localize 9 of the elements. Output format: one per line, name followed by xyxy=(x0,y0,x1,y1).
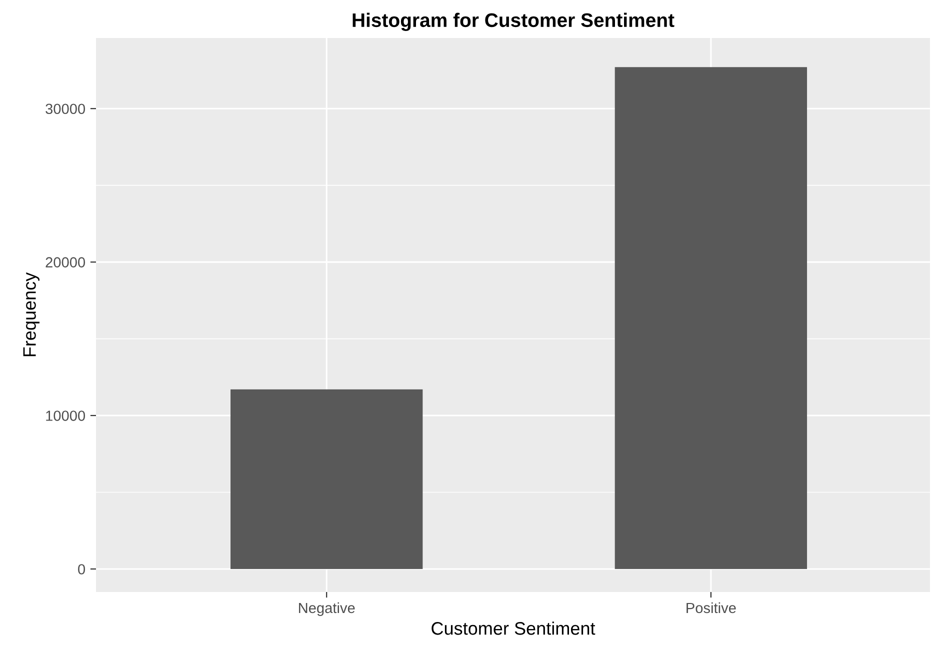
y-tick-label: 30000 xyxy=(46,104,86,114)
y-tick-label: 0 xyxy=(78,564,86,574)
y-axis-title: Frequency xyxy=(23,272,40,356)
x-tick-label: Negative xyxy=(299,602,355,616)
y-tick-label: 10000 xyxy=(46,410,86,421)
x-tick-label: Positive xyxy=(686,602,736,614)
x-axis-title: Customer Sentiment xyxy=(432,622,596,635)
chart-title: Histogram for Customer Sentiment xyxy=(352,12,674,32)
y-tick-label: 20000 xyxy=(46,257,86,268)
